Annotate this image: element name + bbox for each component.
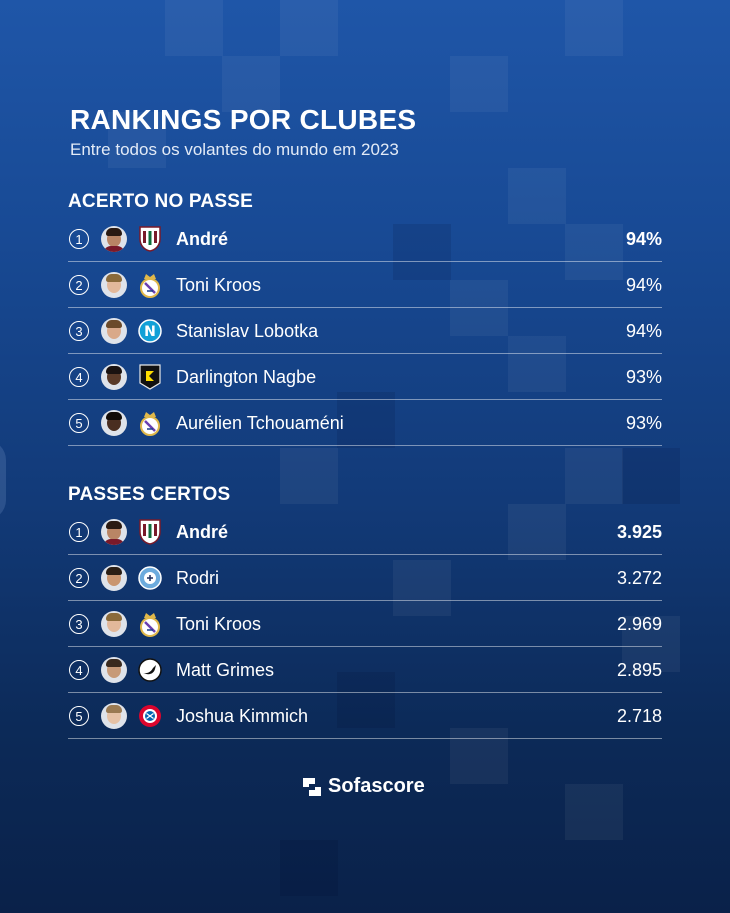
- player-avatar: [101, 410, 127, 436]
- ranking-row: 3 N Stanislav Lobotka 94%: [68, 309, 662, 354]
- player-avatar: [101, 364, 127, 390]
- ranking-row: 1 André 3.925: [68, 510, 662, 555]
- player-avatar: [101, 703, 127, 729]
- rank-badge: 3: [69, 321, 89, 341]
- real-madrid-crest-icon: [138, 410, 162, 436]
- section-title-accurate-passes: PASSES CERTOS: [68, 484, 231, 505]
- stat-value: 3.272: [616, 567, 662, 588]
- player-avatar: [101, 657, 127, 683]
- accurate-passes-list: 1 André 3.925 2 Rodri 3.272 3 Toni Kroos…: [68, 510, 662, 740]
- rank-badge: 1: [69, 522, 89, 542]
- player-avatar: [101, 226, 127, 252]
- bayern-munich-crest-icon: [138, 703, 162, 729]
- player-avatar: [101, 611, 127, 637]
- player-name: Aurélien Tchouaméni: [176, 412, 344, 433]
- ranking-row: 4 Darlington Nagbe 93%: [68, 355, 662, 400]
- player-name: Rodri: [176, 567, 220, 588]
- rank-badge: 1: [69, 229, 89, 249]
- manchester-city-crest-icon: [138, 565, 162, 591]
- player-name: Joshua Kimmich: [176, 705, 309, 726]
- ranking-row: 5 Joshua Kimmich 2.718: [68, 694, 662, 739]
- player-avatar: [101, 519, 127, 545]
- rank-badge: 4: [69, 660, 89, 680]
- real-madrid-crest-icon: [138, 611, 162, 637]
- rank-badge: 4: [69, 367, 89, 387]
- player-name: André: [176, 521, 229, 542]
- player-name: Stanislav Lobotka: [176, 320, 319, 341]
- fluminense-crest-icon: [138, 226, 162, 252]
- swansea-city-crest-icon: [138, 657, 162, 683]
- player-name: Toni Kroos: [176, 613, 262, 634]
- fluminense-crest-icon: [138, 519, 162, 545]
- columbus-crew-crest-icon: [138, 364, 162, 390]
- page-title: RANKINGS POR CLUBES: [70, 104, 417, 135]
- ranking-row: 2 Toni Kroos 94%: [68, 263, 662, 308]
- ranking-row: 4 Matt Grimes 2.895: [68, 648, 662, 693]
- player-avatar: [101, 318, 127, 344]
- stat-value: 94%: [625, 320, 662, 341]
- ranking-row: 3 Toni Kroos 2.969: [68, 602, 662, 647]
- pass-accuracy-list: 1 André 94% 2 Toni Kroos 94% 3 N Stanisl…: [68, 217, 662, 447]
- player-avatar: [101, 272, 127, 298]
- stat-value: 94%: [625, 228, 662, 249]
- player-avatar: [101, 565, 127, 591]
- rank-badge: 2: [69, 275, 89, 295]
- sofascore-logo-icon: [303, 777, 321, 796]
- ranking-row: 5 Aurélien Tchouaméni 93%: [68, 401, 662, 446]
- player-name: Darlington Nagbe: [176, 366, 317, 387]
- player-name: Toni Kroos: [176, 274, 262, 295]
- rank-badge: 3: [69, 614, 89, 634]
- player-name: Matt Grimes: [176, 659, 275, 680]
- stat-value: 2.969: [616, 613, 662, 634]
- sofascore-logo: Sofascore: [302, 775, 425, 798]
- stat-value: 93%: [625, 412, 662, 433]
- page-subtitle: Entre todos os volantes do mundo em 2023: [70, 140, 399, 159]
- rank-badge: 2: [69, 568, 89, 588]
- stat-value: 2.718: [616, 705, 662, 726]
- ranking-row: 1 André 94%: [68, 217, 662, 262]
- stat-value: 93%: [625, 366, 662, 387]
- rank-badge: 5: [69, 706, 89, 726]
- brand-name: Sofascore: [328, 775, 425, 797]
- stat-value: 3.925: [616, 521, 662, 542]
- stat-value: 2.895: [616, 659, 662, 680]
- section-title-pass-accuracy: ACERTO NO PASSE: [68, 191, 253, 212]
- ranking-row: 2 Rodri 3.272: [68, 556, 662, 601]
- svg-text:N: N: [144, 324, 156, 340]
- napoli-crest-icon: N: [138, 318, 162, 344]
- player-photo-edge: [0, 440, 6, 520]
- rank-badge: 5: [69, 413, 89, 433]
- stat-value: 94%: [625, 274, 662, 295]
- player-name: André: [176, 228, 229, 249]
- real-madrid-crest-icon: [138, 272, 162, 298]
